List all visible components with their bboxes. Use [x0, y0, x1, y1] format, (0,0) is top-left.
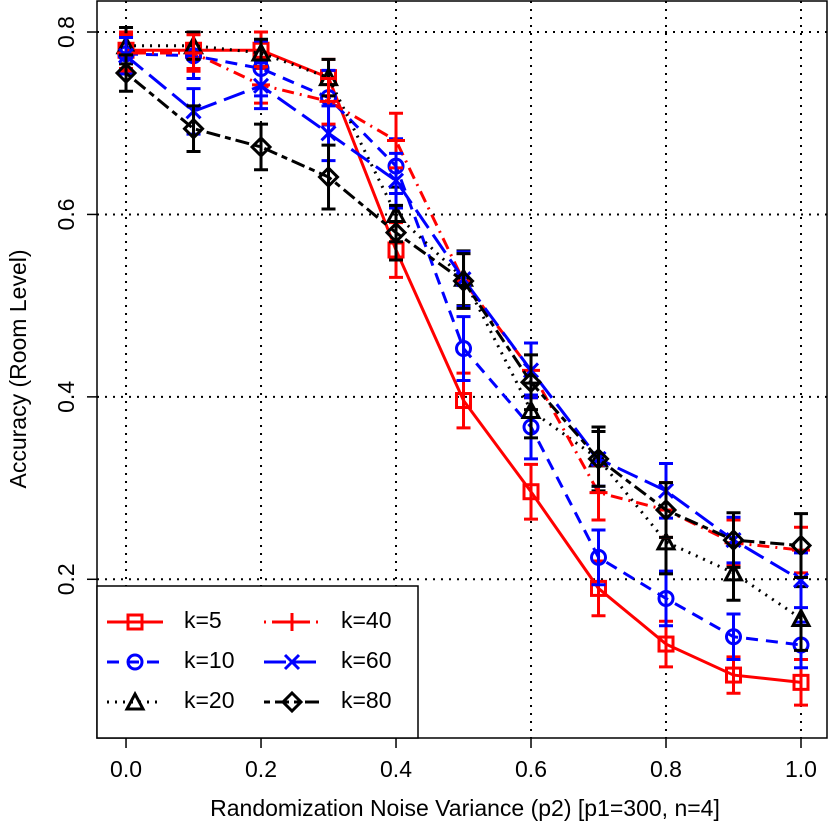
- series-line: [125, 71, 802, 548]
- x-tick-label: 0.6: [515, 756, 547, 782]
- marker: [455, 340, 473, 358]
- marker: [789, 534, 813, 557]
- marker: [182, 117, 205, 140]
- x-tick-label: 1.0: [785, 756, 817, 782]
- marker: [722, 528, 745, 552]
- marker: [655, 530, 677, 551]
- marker: [114, 61, 138, 85]
- error-bar: [591, 430, 606, 488]
- y-tick-label: 0.6: [53, 198, 79, 230]
- marker: [590, 548, 608, 566]
- x-tick-label: 0.8: [650, 756, 682, 782]
- y-tick-label: 0.8: [53, 16, 79, 48]
- marker: [723, 561, 745, 582]
- series: [114, 53, 813, 579]
- marker: [249, 135, 273, 159]
- marker: [455, 392, 473, 410]
- marker: [725, 666, 743, 684]
- legend-marker: [126, 653, 144, 671]
- legend-marker: [283, 613, 301, 631]
- legend: k=5 k=10 k=20 k=40 k=60 k=80: [96, 585, 419, 739]
- error-bar: [794, 512, 809, 579]
- marker: [792, 673, 810, 691]
- series-line: [126, 44, 802, 620]
- marker: [657, 589, 675, 607]
- marker: [654, 498, 678, 522]
- error-bar: [119, 53, 134, 93]
- error-bar: [254, 122, 269, 172]
- marker: [387, 172, 405, 189]
- marker: [252, 77, 270, 94]
- legend-marker: [126, 613, 144, 631]
- marker: [657, 635, 675, 653]
- marker: [184, 43, 203, 62]
- x-axis-label: Randomization Noise Variance (p2) [p1=30…: [210, 795, 720, 821]
- y-tick-label: 0.2: [53, 563, 79, 595]
- legend-label: k=10: [184, 647, 235, 673]
- marker: [384, 221, 408, 244]
- marker: [250, 41, 272, 62]
- y-axis-label: Accuracy (Room Level): [5, 249, 31, 488]
- x-tick-label: 0.2: [245, 756, 277, 782]
- marker: [725, 628, 743, 646]
- legend-label: k=40: [341, 607, 392, 633]
- marker: [792, 572, 810, 589]
- legend-marker: [283, 653, 301, 671]
- series-line: [125, 54, 802, 582]
- legend-label: k=80: [341, 687, 392, 713]
- marker: [519, 371, 543, 394]
- marker: [317, 165, 340, 189]
- marker: [320, 125, 337, 142]
- legend-label: k=20: [184, 687, 235, 713]
- series: [117, 31, 810, 670]
- marker: [587, 447, 610, 471]
- y-tick-label: 0.4: [53, 381, 79, 413]
- marker: [790, 607, 812, 628]
- legend-marker: [124, 690, 146, 711]
- x-tick-label: 0.4: [380, 756, 412, 782]
- marker: [452, 269, 475, 293]
- marker: [387, 131, 406, 150]
- error-bar: [186, 104, 201, 154]
- legend-marker: [280, 690, 304, 714]
- series-line: [125, 52, 802, 647]
- x-tick-label: 0.0: [110, 756, 142, 782]
- plot-frame: [96, 0, 828, 739]
- marker: [522, 483, 540, 501]
- legend-label: k=60: [341, 647, 392, 673]
- legend-label: k=5: [184, 607, 222, 633]
